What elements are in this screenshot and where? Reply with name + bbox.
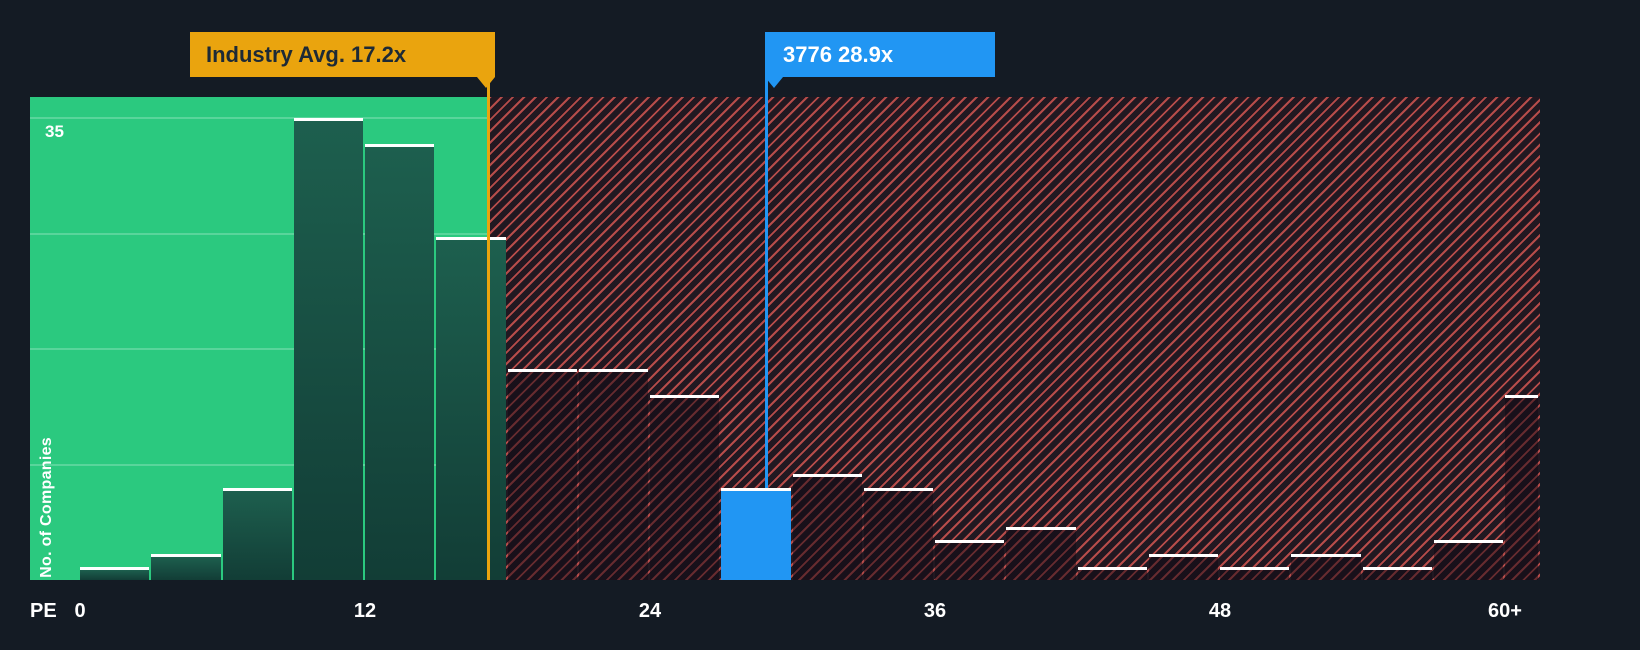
gridline (30, 348, 489, 350)
histogram-bar[interactable] (792, 474, 862, 580)
x-axis-title: PE (30, 600, 57, 622)
plot-area: 35 No. of Companies (30, 76, 1540, 580)
histogram-bar[interactable] (578, 368, 648, 580)
industry-avg-callout-label: Industry Avg. 17.2x (206, 42, 407, 67)
callout-pointer (765, 77, 783, 88)
histogram-bar[interactable] (222, 487, 292, 580)
histogram-bar[interactable] (507, 368, 577, 580)
company-callout[interactable]: 3776 28.9x (765, 32, 995, 88)
x-tick-label: 60+ (1488, 600, 1522, 622)
histogram-bar[interactable] (1362, 566, 1432, 580)
industry-avg-callout[interactable]: Industry Avg. 17.2x (190, 32, 495, 88)
histogram-bar[interactable] (1220, 566, 1290, 580)
histogram-bar[interactable] (650, 395, 720, 580)
x-tick-label: 0 (74, 600, 86, 622)
y-axis-title: No. of Companies (38, 437, 55, 578)
x-tick-label: 24 (638, 600, 662, 622)
histogram-bar[interactable] (935, 540, 1005, 580)
histogram-bar[interactable] (1433, 540, 1503, 580)
above-average-region (488, 97, 1540, 580)
histogram-bar[interactable] (365, 144, 435, 580)
callout-pointer (477, 77, 495, 88)
bars-layer (30, 97, 1540, 580)
company-callout-label: 3776 28.9x (783, 42, 894, 67)
histogram-bar[interactable] (1291, 553, 1361, 580)
x-tick-label: 12 (353, 600, 377, 622)
histogram-bar[interactable] (151, 553, 221, 580)
gridline (30, 232, 489, 235)
industry-avg-line (487, 76, 490, 580)
company-bar[interactable] (721, 487, 791, 580)
histogram-bar[interactable] (863, 487, 933, 580)
histogram-bar[interactable] (80, 566, 150, 580)
histogram-bar[interactable] (293, 118, 363, 580)
x-tick-label: 36 (923, 600, 947, 622)
gridlines-layer (30, 97, 1540, 580)
gridline (30, 463, 489, 466)
histogram-bar[interactable] (1006, 527, 1076, 580)
histogram-bar[interactable] (436, 236, 506, 580)
gridline (30, 117, 489, 119)
histogram-bar[interactable] (1148, 553, 1218, 580)
company-marker-line (764, 76, 768, 488)
x-tick-label: 48 (1208, 600, 1232, 622)
histogram-bar[interactable] (1505, 395, 1538, 580)
histogram-bar[interactable] (1077, 566, 1147, 580)
y-axis-max-label: 35 (45, 122, 64, 141)
